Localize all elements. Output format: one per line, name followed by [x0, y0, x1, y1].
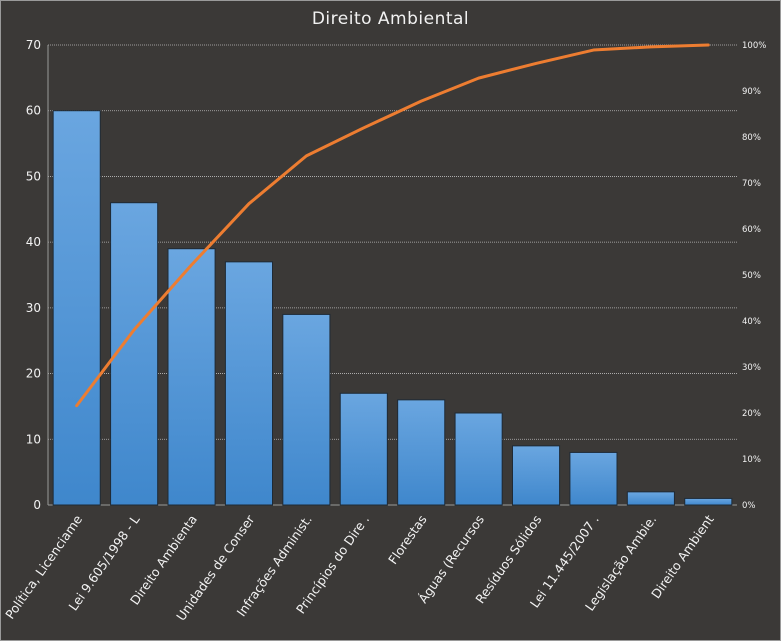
y-tick-label: 10	[26, 432, 41, 446]
chart-title: Direito Ambiental	[311, 9, 470, 29]
y-tick-label: 40	[26, 235, 41, 249]
bar	[52, 110, 101, 506]
bar	[454, 412, 503, 506]
bar	[397, 399, 446, 506]
y-tick-label: 30	[26, 301, 41, 315]
y-tick-label: 60	[26, 104, 41, 118]
y-tick-label: 0	[33, 498, 41, 512]
bar	[282, 313, 331, 506]
y2-tick-label: 10%	[742, 455, 761, 465]
y2-tick-label: 60%	[742, 225, 761, 235]
bar	[339, 392, 388, 506]
y2-tick-label: 70%	[742, 179, 761, 189]
bar	[512, 445, 561, 506]
y-tick-label: 50	[26, 169, 41, 183]
y2-tick-label: 0%	[742, 501, 756, 511]
y2-tick-label: 90%	[742, 87, 761, 97]
bar	[110, 202, 159, 506]
bar	[626, 491, 675, 506]
y2-tick-label: 30%	[742, 363, 761, 373]
x-tick-label: Direito Ambient	[648, 512, 717, 601]
bar	[569, 451, 618, 506]
y2-tick-label: 40%	[742, 317, 761, 327]
bar	[684, 497, 733, 506]
y2-tick-label: 80%	[742, 133, 761, 143]
bar	[167, 248, 216, 506]
y-tick-label: 70	[26, 38, 41, 52]
bar	[224, 261, 273, 506]
x-tick-label: Florestas	[385, 512, 430, 567]
cumulative-line	[75, 43, 710, 408]
y-tick-label: 20	[26, 367, 41, 381]
y2-tick-label: 100%	[742, 41, 766, 51]
y2-tick-label: 50%	[742, 271, 761, 281]
y2-tick-label: 20%	[742, 409, 761, 419]
